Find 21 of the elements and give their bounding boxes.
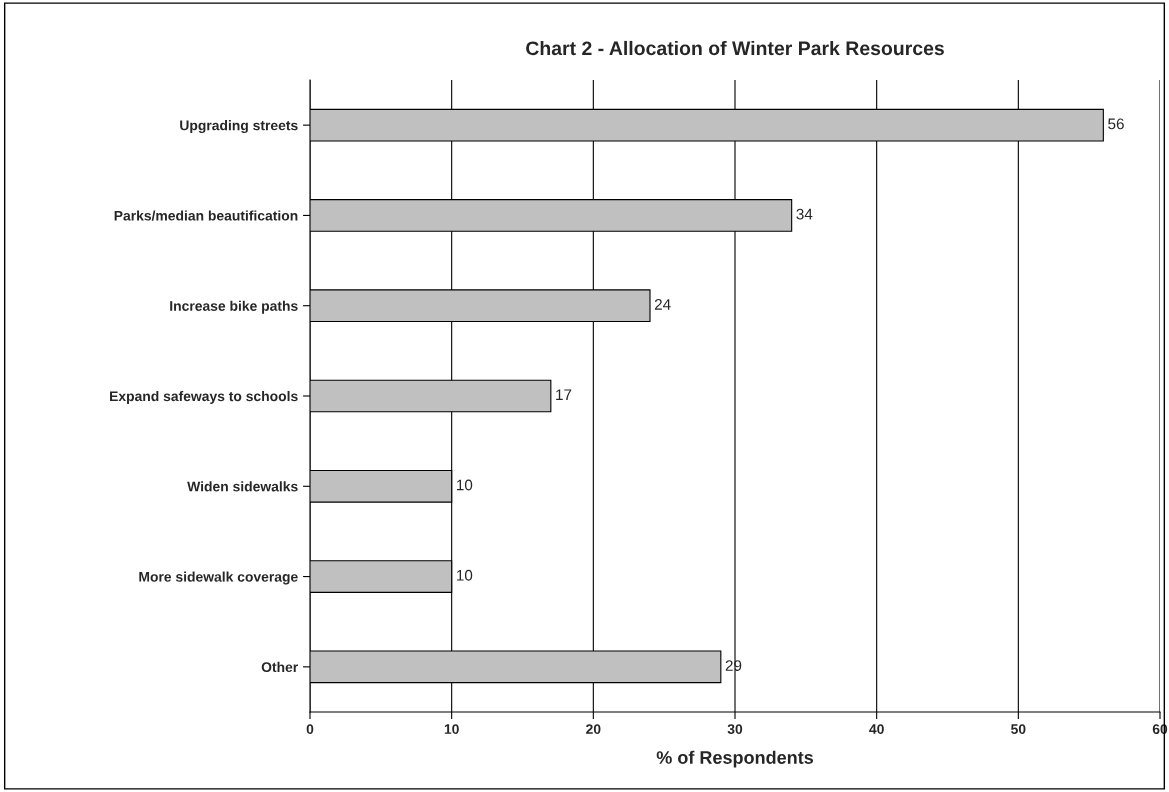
x-tick-label: 30 xyxy=(727,724,743,735)
data-label: 17 xyxy=(556,389,572,400)
y-tick-label: Expand safeways to schools xyxy=(110,390,298,404)
chart-title: Chart 2 - Allocation of Winter Park Resources xyxy=(526,40,944,56)
data-label: 10 xyxy=(457,569,473,581)
y-tick-label: Upgrading streets xyxy=(180,120,298,134)
data-label: 24 xyxy=(654,299,671,310)
y-tick-label: Parks/median beautification xyxy=(114,210,298,221)
x-axis-title: % of Respondents xyxy=(656,750,814,768)
data-label: 34 xyxy=(796,208,813,220)
x-tick-label: 40 xyxy=(869,724,884,735)
x-tick-label: 10 xyxy=(444,724,459,735)
y-tick-label: More sidewalk coverage xyxy=(139,571,298,585)
y-tick-label: Widen sidewalks xyxy=(187,481,298,492)
x-tick-label: 20 xyxy=(586,724,601,735)
x-tick-label: 50 xyxy=(1011,724,1026,735)
data-label: 56 xyxy=(1108,118,1124,130)
x-tick-label: 0 xyxy=(306,724,314,735)
y-tick-label: Other xyxy=(261,661,298,673)
data-label: 10 xyxy=(457,479,473,491)
y-tick-label: Increase bike paths xyxy=(170,300,298,314)
